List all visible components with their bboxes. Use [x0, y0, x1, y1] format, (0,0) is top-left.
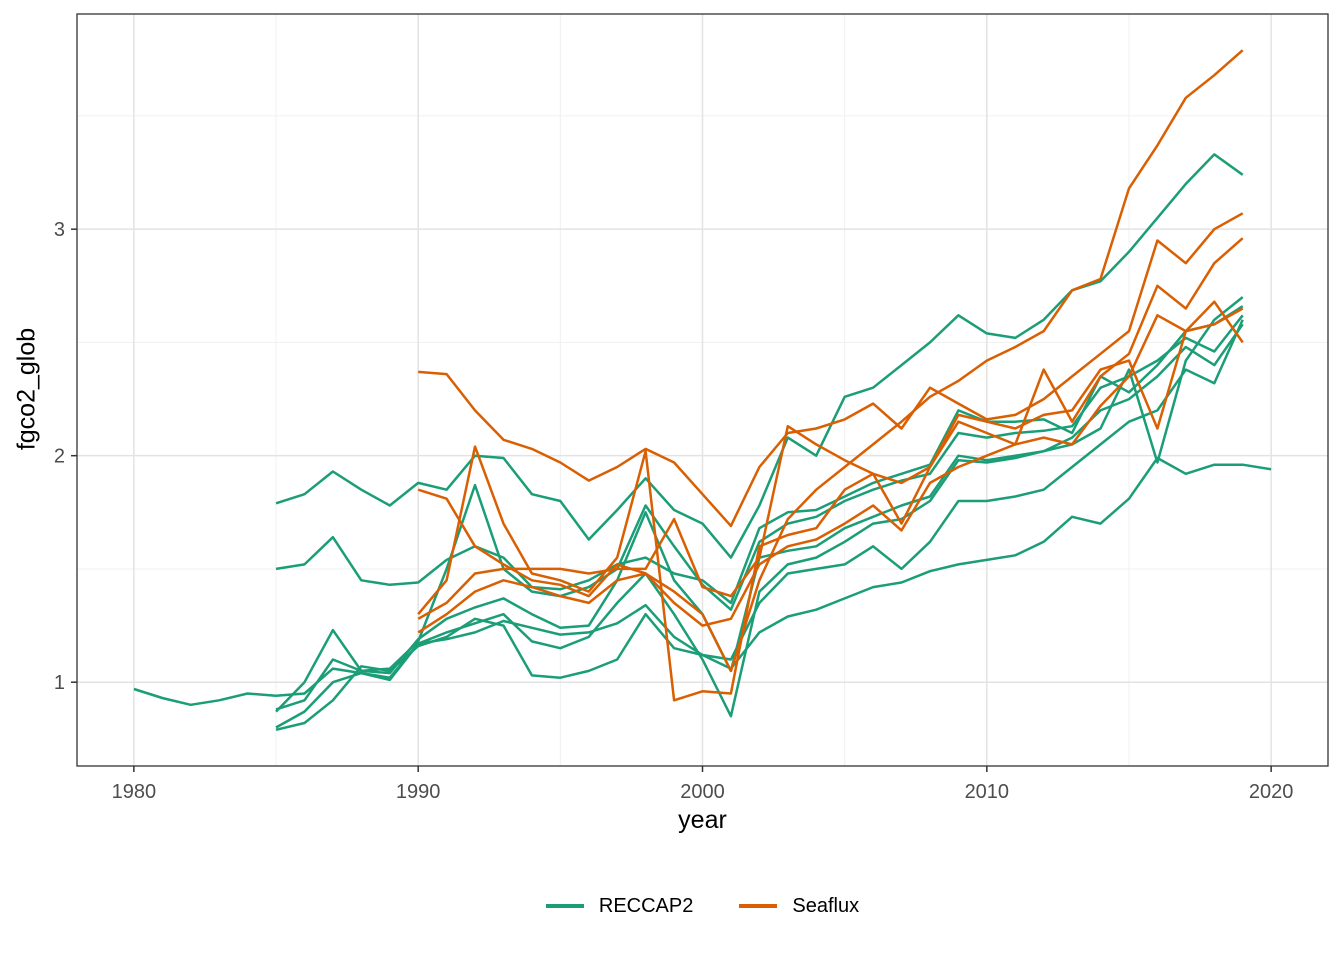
legend: RECCAP2 Seaflux [77, 886, 1328, 926]
legend-item-seaflux: Seaflux [739, 895, 859, 918]
y-axis-title: fgco2_glob [12, 327, 41, 451]
series-line-Seaflux-4 [417, 307, 1244, 620]
y-tick-label: 2 [54, 446, 65, 468]
x-tick-label: 2010 [965, 781, 1010, 803]
legend-label: RECCAP2 [598, 894, 694, 917]
legend-label: Seaflux [792, 894, 860, 917]
legend-key-line [739, 904, 778, 908]
x-tick-label: 1990 [396, 781, 441, 803]
series-line-Seaflux-5 [417, 300, 1244, 634]
series-line-Seaflux-2 [417, 49, 1244, 673]
x-tick-label: 1980 [112, 781, 157, 803]
series-line-Seaflux-1 [418, 212, 1244, 528]
series-line-RECCAP2-6 [275, 296, 1244, 729]
series-line-RECCAP2-7 [275, 319, 1244, 732]
y-tick-label: 3 [54, 219, 65, 241]
x-axis-title: year [678, 806, 727, 834]
x-tick-label: 2000 [680, 781, 725, 803]
legend-item-reccap2: RECCAP2 [545, 894, 694, 918]
series-line-Seaflux-3 [417, 237, 1244, 702]
y-tick-label: 1 [54, 672, 65, 694]
legend-key-line [545, 904, 584, 908]
x-tick-label: 2020 [1249, 781, 1294, 803]
